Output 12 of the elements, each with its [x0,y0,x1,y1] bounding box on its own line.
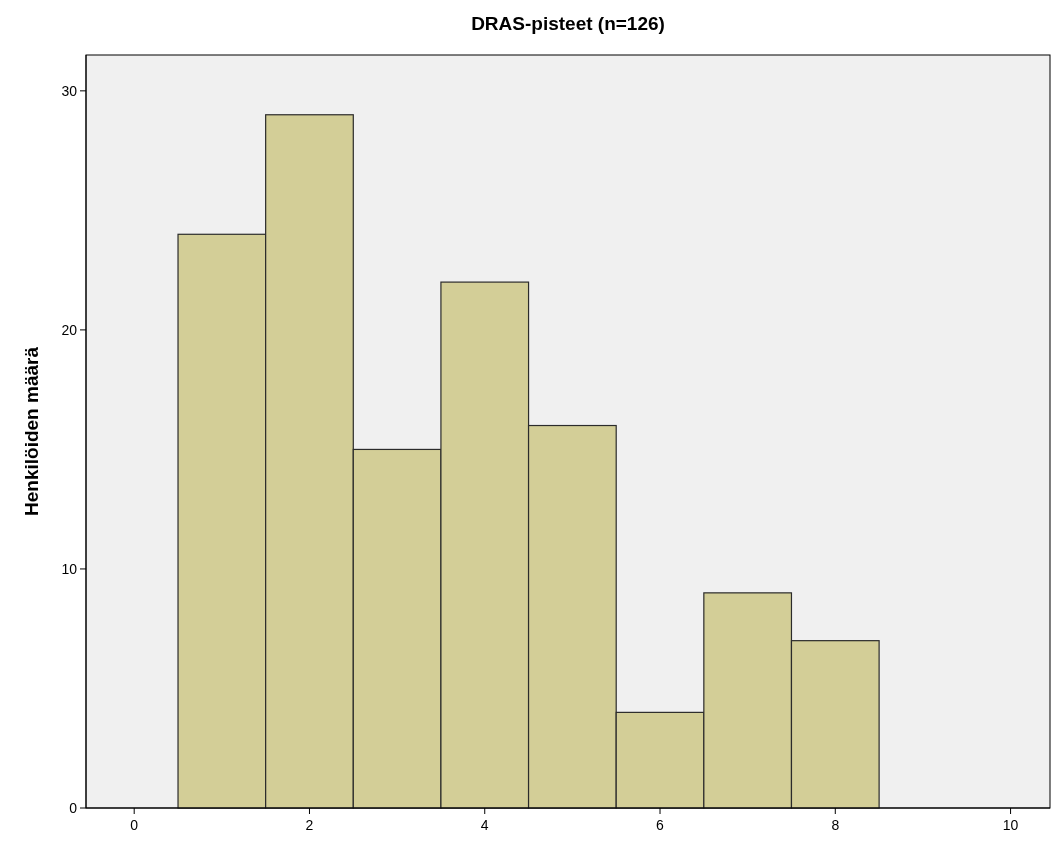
y-tick-label: 20 [61,321,78,338]
x-tick-label: 0 [130,817,139,833]
x-tick-label: 8 [831,817,840,833]
x-tick-label: 10 [1002,817,1019,833]
y-tick-label: 10 [61,560,78,577]
y-tick-label: 30 [61,82,78,99]
y-axis-title: Henkilöiden määrä [21,346,42,516]
y-tick-label: 0 [69,799,78,816]
x-tick-label: 2 [305,817,314,833]
chart-title: DRAS-pisteet (n=126) [471,13,665,34]
x-tick-label: 4 [480,817,489,833]
x-tick-label: 6 [656,817,665,833]
